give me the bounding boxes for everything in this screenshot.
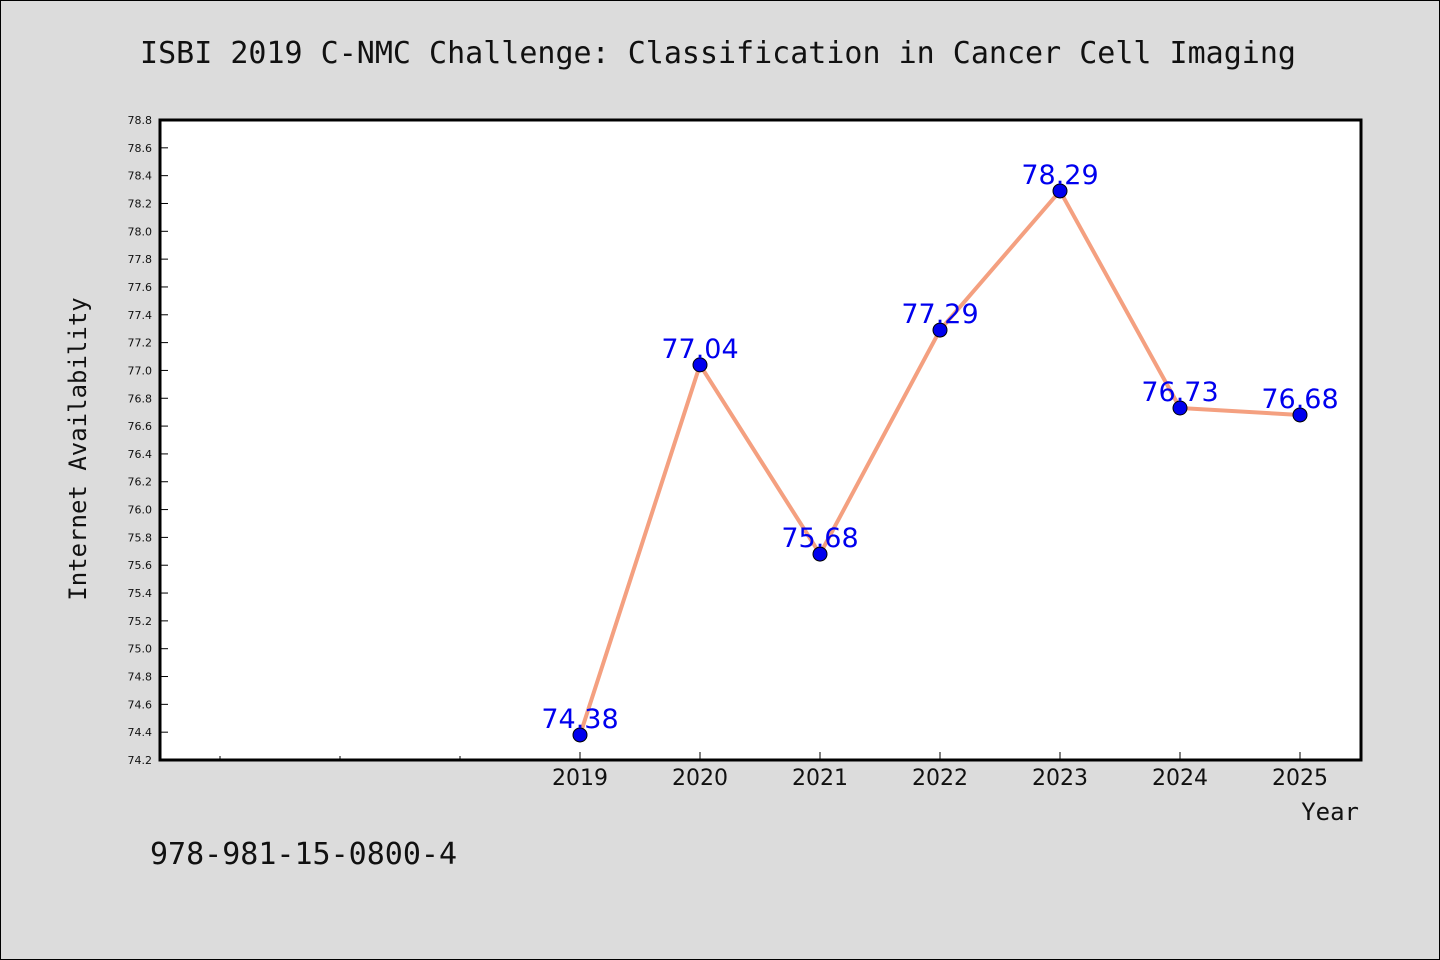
data-label: 76.73: [1141, 377, 1218, 408]
x-axis-ticks: 2019 2020 2021 2022 2023 2024 2025: [219, 752, 1328, 791]
data-label: 77.04: [661, 334, 738, 365]
data-markers: [572, 183, 1308, 743]
y-axis-label: Internet Availability: [64, 297, 92, 600]
data-label: 77.29: [901, 299, 978, 330]
x-tick-label: 2022: [912, 766, 968, 791]
y-tick-label: 76.8: [128, 392, 153, 405]
x-tick-label: 2020: [672, 766, 728, 791]
data-point: [1172, 400, 1188, 416]
y-tick-label: 76.2: [128, 476, 153, 489]
y-tick-label: 77.8: [128, 253, 153, 266]
data-labels: 74.38 77.04 75.68 77.29 78.29 76.73 76.68: [541, 160, 1338, 735]
chart-title: ISBI 2019 C-NMC Challenge: Classificatio…: [140, 36, 1296, 71]
y-tick-label: 78.8: [128, 114, 153, 127]
y-tick-label: 75.4: [128, 587, 153, 600]
y-tick-label: 74.8: [128, 671, 153, 684]
y-tick-label: 75.2: [128, 615, 153, 628]
y-tick-label: 77.2: [128, 337, 153, 350]
x-tick-label: 2021: [792, 766, 848, 791]
x-axis-label: Year: [1301, 798, 1359, 826]
plot-area: [158, 118, 1363, 762]
x-tick-label: 2019: [552, 766, 608, 791]
y-tick-label: 74.4: [128, 726, 153, 739]
y-tick-label: 76.4: [128, 448, 153, 461]
y-tick-label: 77.0: [128, 364, 153, 377]
data-label: 76.68: [1261, 384, 1338, 415]
y-tick-label: 75.0: [128, 643, 153, 656]
data-label: 75.68: [781, 523, 858, 554]
y-tick-label: 78.0: [128, 225, 153, 238]
data-point: [1052, 183, 1068, 199]
data-point: [1292, 407, 1308, 423]
data-point: [692, 357, 708, 373]
x-tick-label: 2024: [1152, 766, 1208, 791]
y-axis-ticks: 74.2 74.4 74.6 74.8 75.0 75.2 75.4 75.6 75.8 76.0…: [128, 114, 168, 767]
x-tick-label: 2023: [1032, 766, 1088, 791]
y-tick-label: 78.4: [128, 170, 153, 183]
y-tick-label: 78.2: [128, 197, 153, 210]
data-point: [572, 727, 588, 743]
data-point: [812, 546, 828, 562]
y-tick-label: 74.2: [128, 754, 153, 767]
y-tick-label: 77.4: [128, 309, 153, 322]
y-tick-label: 76.6: [128, 420, 153, 433]
y-tick-label: 78.6: [128, 142, 153, 155]
y-tick-label: 76.0: [128, 504, 153, 517]
y-tick-label: 75.8: [128, 531, 153, 544]
data-label: 74.38: [541, 704, 618, 735]
y-tick-label: 74.6: [128, 698, 153, 711]
x-tick-label: 2025: [1272, 766, 1328, 791]
y-tick-label: 77.6: [128, 281, 153, 294]
y-tick-label: 75.6: [128, 559, 153, 572]
isbn-footer-text: 978-981-15-0800-4: [150, 837, 457, 872]
data-point: [932, 322, 948, 338]
data-label: 78.29: [1021, 160, 1098, 191]
